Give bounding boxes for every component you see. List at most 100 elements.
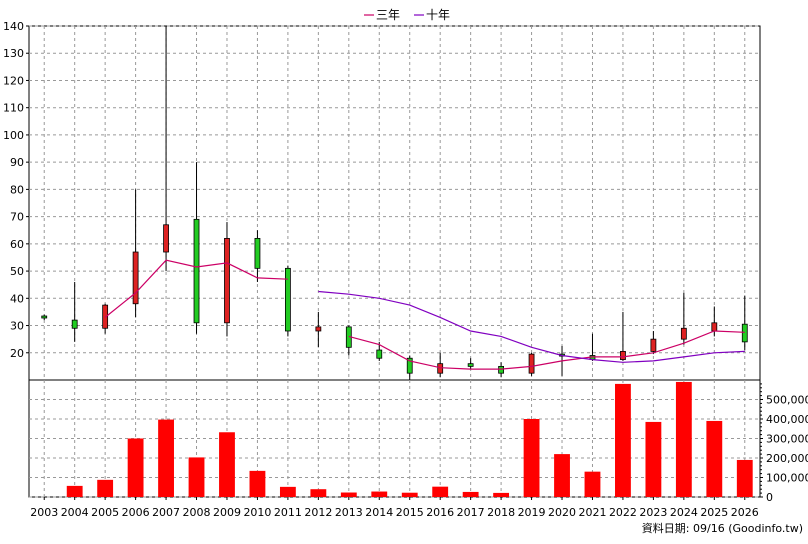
x-tick-label: 2019 — [518, 506, 546, 519]
price-tick-label: 90 — [10, 156, 24, 169]
volume-bar-2006 — [127, 438, 144, 497]
volume-bar-2011 — [279, 486, 296, 497]
price-tick-label: 40 — [10, 292, 24, 305]
volume-bar-2026 — [736, 459, 753, 497]
price-tick-label: 140 — [3, 20, 24, 33]
legend-label-0: 三年 — [376, 8, 400, 22]
candle-body-2003 — [41, 315, 48, 319]
volume-tick-label: 0 — [766, 491, 773, 504]
x-tick-label: 2020 — [548, 506, 576, 519]
volume-bar-2013 — [340, 492, 357, 497]
volume-bar-2020 — [554, 454, 570, 497]
x-tick-label: 2003 — [30, 506, 58, 519]
candle-body-2006 — [132, 251, 139, 305]
x-tick-label: 2016 — [426, 506, 454, 519]
candle-body-2011 — [284, 267, 291, 332]
ma-line-1 — [318, 290, 745, 363]
candle-body-2015 — [406, 357, 413, 374]
x-tick-label: 2026 — [731, 506, 759, 519]
x-tick-label: 2021 — [578, 506, 606, 519]
x-tick-label: 2004 — [61, 506, 89, 519]
price-tick-label: 80 — [10, 183, 24, 196]
x-tick-label: 2011 — [274, 506, 302, 519]
x-tick-label: 2013 — [335, 506, 363, 519]
candle-body-2019 — [528, 353, 535, 374]
volume-bars — [66, 381, 753, 497]
volume-bar-2017 — [462, 491, 479, 497]
candlesticks — [41, 26, 748, 380]
candle-body-2004 — [71, 319, 78, 329]
candle-body-2022 — [620, 351, 626, 360]
x-tick-label: 2009 — [213, 506, 241, 519]
x-tick-label: 2023 — [639, 506, 667, 519]
candle-body-2025 — [711, 322, 718, 332]
volume-bar-2016 — [432, 486, 449, 497]
price-tick-label: 30 — [10, 320, 24, 333]
volume-bar-2012 — [310, 489, 327, 497]
x-tick-label: 2014 — [365, 506, 393, 519]
legend: 三年 十年 — [364, 8, 450, 22]
candle-body-2009 — [224, 237, 230, 324]
x-tick-label: 2006 — [122, 506, 150, 519]
volume-bar-2022 — [615, 383, 631, 497]
x-tick-label: 2017 — [457, 506, 485, 519]
x-tick-label: 2015 — [396, 506, 424, 519]
price-tick-label: 70 — [10, 211, 24, 224]
candle-body-2023 — [650, 338, 657, 352]
candle-body-2026 — [741, 323, 748, 343]
volume-bar-2023 — [645, 421, 662, 497]
price-tick-label: 60 — [10, 238, 24, 251]
candle-body-2010 — [254, 237, 261, 269]
price-grid — [28, 25, 761, 381]
price-tick-label: 20 — [10, 347, 24, 360]
volume-tick-label: 400,000 — [766, 413, 808, 426]
x-tick-label: 2007 — [152, 506, 180, 519]
x-tick-label: 2012 — [304, 506, 332, 519]
x-tick-label: 2025 — [700, 506, 728, 519]
volume-bar-2015 — [401, 492, 418, 497]
candle-body-2007 — [163, 224, 169, 253]
x-tick-label: 2008 — [183, 506, 211, 519]
volume-bar-2009 — [219, 432, 235, 497]
candle-body-2012 — [315, 326, 322, 332]
candle-body-2024 — [680, 327, 687, 340]
candle-body-2016 — [437, 363, 444, 374]
volume-bar-2004 — [66, 485, 83, 497]
volume-bar-2008 — [188, 457, 205, 497]
price-y-axis: 20 30 40 50 60 70 80 90 100 110 120 130 140 — [3, 20, 29, 360]
x-tick-label: 2018 — [487, 506, 515, 519]
volume-tick-label: 200,000 — [766, 452, 808, 465]
price-tick-label: 130 — [3, 47, 24, 60]
candle-body-2018 — [498, 365, 505, 374]
candle-body-2008 — [193, 218, 200, 324]
candle-body-2017 — [467, 363, 474, 367]
volume-y-axis: 0 100,000 200,000 300,000 400,000 500,000 — [760, 383, 808, 504]
footer-note: 資料日期: 09/16 (Goodinfo.tw) — [642, 521, 803, 535]
moving-average-lines — [104, 259, 745, 370]
legend-label-1: 十年 — [426, 8, 450, 22]
x-tick-label: 2010 — [243, 506, 271, 519]
volume-bar-2005 — [97, 479, 114, 497]
volume-bar-2024 — [675, 381, 692, 497]
x-tick-label: 2022 — [609, 506, 637, 519]
volume-bar-2019 — [523, 419, 540, 497]
x-tick-label: 2024 — [670, 506, 698, 519]
volume-bar-2021 — [584, 471, 601, 497]
volume-tick-label: 500,000 — [766, 394, 808, 407]
ma-line-0 — [104, 259, 745, 370]
price-tick-label: 100 — [3, 129, 24, 142]
volume-bar-2018 — [493, 492, 510, 497]
candle-body-2014 — [376, 349, 383, 359]
volume-bar-2025 — [706, 420, 723, 497]
x-tick-label: 2005 — [91, 506, 119, 519]
price-plot-frame — [28, 25, 761, 381]
x-axis: 2003 2004 2005 2006 2007 2008 2009 2010 2011 2012… — [30, 497, 759, 519]
volume-bar-2007 — [158, 419, 174, 497]
price-tick-label: 120 — [3, 74, 24, 87]
price-tick-label: 50 — [10, 265, 24, 278]
volume-tick-label: 300,000 — [766, 433, 808, 446]
volume-tick-label: 100,000 — [766, 472, 808, 485]
volume-bar-2010 — [249, 470, 266, 497]
